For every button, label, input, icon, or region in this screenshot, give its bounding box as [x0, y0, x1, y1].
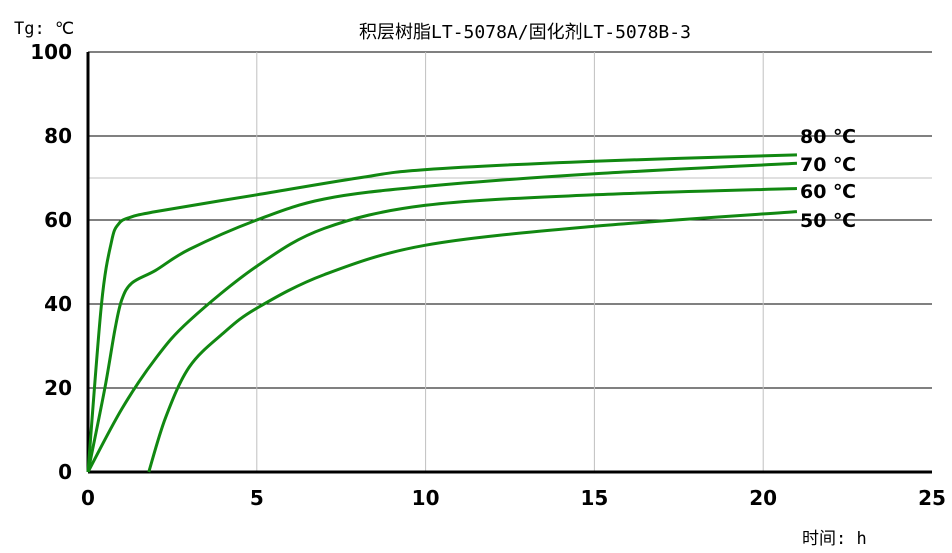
- x-tick-label: 10: [412, 486, 440, 510]
- x-tick-label: 20: [749, 486, 777, 510]
- series-line: [86, 153, 798, 473]
- series-label: 60 ℃: [800, 181, 856, 203]
- y-tick-label: 60: [44, 208, 72, 232]
- series-line: [86, 161, 798, 473]
- chart-title: 积层树脂LT-5078A/固化剂LT-5078B-3: [359, 22, 691, 43]
- plot-frame: [86, 52, 932, 474]
- y-tick-label: 0: [58, 460, 72, 484]
- axis-ticks: 0 20 40 60 80 100 0 5 10 15 20 25: [30, 40, 946, 510]
- x-tick-label: 0: [81, 486, 95, 510]
- x-tick-label: 25: [918, 486, 946, 510]
- x-axis-label: 时间: h: [802, 529, 867, 549]
- y-tick-label: 80: [44, 124, 72, 148]
- series-label: 80 ℃: [800, 126, 856, 148]
- series-label: 70 ℃: [800, 154, 856, 176]
- series-line: [86, 187, 798, 473]
- grid-lines: [88, 51, 932, 472]
- x-tick-label: 15: [580, 486, 608, 510]
- y-tick-label: 100: [30, 40, 72, 64]
- series-labels: 80 ℃ 70 ℃ 60 ℃ 50 ℃: [800, 126, 856, 232]
- series-label: 50 ℃: [800, 210, 856, 232]
- y-tick-label: 40: [44, 292, 72, 316]
- y-tick-label: 20: [44, 376, 72, 400]
- y-axis-label: Tg: ℃: [14, 19, 74, 39]
- series-lines: [86, 153, 798, 473]
- series-line: [147, 210, 798, 473]
- x-tick-label: 5: [250, 486, 264, 510]
